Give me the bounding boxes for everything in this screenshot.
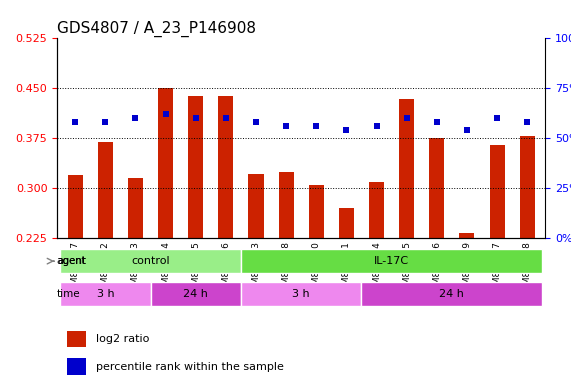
Bar xyxy=(309,185,324,238)
Text: agent: agent xyxy=(57,256,87,266)
Bar xyxy=(67,175,83,238)
Point xyxy=(161,111,170,118)
FancyBboxPatch shape xyxy=(241,249,542,273)
Text: 24 h: 24 h xyxy=(183,289,208,299)
Text: 3 h: 3 h xyxy=(96,289,114,299)
Bar xyxy=(158,88,173,238)
Text: GDS4807 / A_23_P146908: GDS4807 / A_23_P146908 xyxy=(57,21,256,37)
Text: 24 h: 24 h xyxy=(440,289,464,299)
FancyBboxPatch shape xyxy=(151,282,241,306)
Bar xyxy=(188,96,203,238)
Bar xyxy=(489,145,505,238)
FancyBboxPatch shape xyxy=(241,282,361,306)
Point xyxy=(222,115,231,121)
Text: IL-17C: IL-17C xyxy=(374,256,409,266)
Text: time: time xyxy=(57,289,80,299)
Point xyxy=(100,119,110,125)
Bar xyxy=(218,96,234,238)
Bar xyxy=(279,172,293,238)
Point xyxy=(463,127,472,133)
Bar xyxy=(67,358,86,375)
Point xyxy=(251,119,260,125)
Point xyxy=(71,119,80,125)
Text: 3 h: 3 h xyxy=(292,289,310,299)
Text: control: control xyxy=(131,256,170,266)
Bar xyxy=(67,331,86,348)
Point xyxy=(191,115,200,121)
Point xyxy=(312,123,321,129)
Bar xyxy=(128,178,143,238)
Bar xyxy=(248,174,264,238)
Text: agent: agent xyxy=(58,256,86,266)
Point xyxy=(432,119,441,125)
Point xyxy=(372,123,381,129)
Bar xyxy=(399,99,414,238)
Bar xyxy=(520,136,535,238)
FancyBboxPatch shape xyxy=(361,282,542,306)
Bar xyxy=(429,138,444,238)
Bar xyxy=(460,233,475,238)
Bar xyxy=(98,142,113,238)
FancyBboxPatch shape xyxy=(60,282,151,306)
Point xyxy=(493,115,502,121)
Point xyxy=(522,119,532,125)
FancyBboxPatch shape xyxy=(60,249,241,273)
Bar xyxy=(339,208,354,238)
Text: percentile rank within the sample: percentile rank within the sample xyxy=(96,362,284,372)
Text: log2 ratio: log2 ratio xyxy=(96,334,150,344)
Point xyxy=(342,127,351,133)
Point xyxy=(402,115,411,121)
Point xyxy=(131,115,140,121)
Bar xyxy=(369,182,384,238)
Point xyxy=(282,123,291,129)
